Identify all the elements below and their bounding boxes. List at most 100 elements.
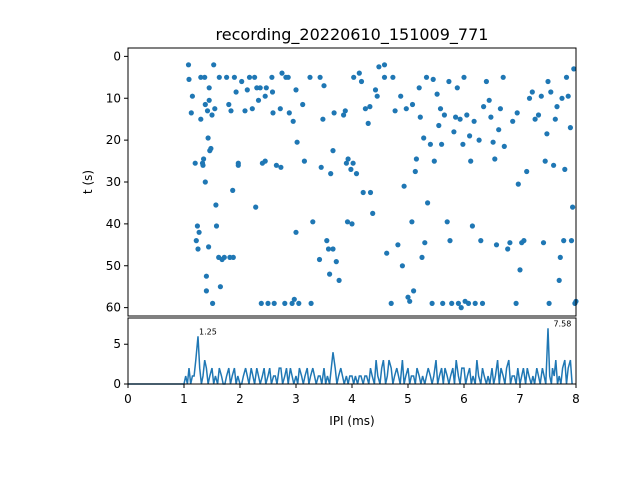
scatter-point — [554, 104, 560, 110]
scatter-point — [419, 254, 425, 260]
scatter-point — [316, 256, 323, 263]
scatter-point — [486, 97, 492, 103]
scatter-point — [529, 89, 535, 95]
scatter-point — [563, 74, 570, 80]
scatter-point — [362, 106, 368, 112]
scatter-point — [331, 110, 337, 116]
y-tick-label: 40 — [106, 217, 121, 231]
scatter-point — [469, 223, 475, 229]
scatter-point — [351, 74, 357, 80]
scatter-point — [348, 166, 354, 172]
scatter-point — [235, 162, 241, 168]
scatter-point — [381, 74, 388, 80]
scatter-point — [439, 141, 445, 147]
scatter-point — [551, 162, 557, 168]
scatter-point — [188, 110, 194, 116]
scatter-point — [401, 183, 407, 189]
x-tick-label: 4 — [348, 392, 356, 406]
scatter-point — [242, 108, 248, 114]
scatter-point — [542, 158, 548, 164]
scatter-point — [436, 122, 442, 129]
scatter-point — [416, 85, 422, 91]
scatter-point — [548, 89, 554, 95]
scatter-point — [483, 78, 489, 85]
scatter-point — [226, 101, 232, 108]
scatter-point — [300, 101, 306, 108]
scatter-point — [524, 168, 530, 175]
scatter-point — [253, 204, 259, 210]
scatter-point — [343, 160, 349, 166]
scatter-point — [546, 300, 552, 306]
scatter-point — [517, 267, 523, 273]
scatter-point — [224, 74, 230, 80]
y-tick-label: 0 — [113, 49, 121, 63]
scatter-point — [465, 300, 472, 306]
scatter-point — [271, 300, 277, 306]
scatter-point — [447, 238, 453, 244]
scatter-point — [570, 204, 576, 210]
scatter-point — [290, 118, 296, 124]
scatter-point — [514, 110, 520, 116]
scatter-point — [270, 110, 276, 116]
scatter-point — [350, 160, 356, 166]
scatter-point — [206, 97, 212, 103]
peak-label: 1.25 — [199, 327, 217, 336]
scatter-point — [252, 74, 258, 80]
scatter-point — [342, 108, 348, 114]
x-tick-label: 6 — [460, 392, 468, 406]
scatter-point — [336, 277, 342, 283]
x-tick-label: 1 — [180, 392, 188, 406]
scatter-point — [206, 85, 212, 91]
scatter-point — [455, 300, 461, 306]
scatter-point — [203, 273, 209, 279]
scatter-point — [353, 171, 360, 177]
scatter-point — [388, 300, 394, 306]
scatter-point — [430, 76, 436, 82]
bottom-axes-frame — [127, 317, 577, 385]
scatter-point — [265, 300, 271, 306]
scatter-point — [208, 145, 214, 152]
x-tick-label: 5 — [404, 392, 412, 406]
scatter-point — [374, 93, 380, 99]
scatter-point — [464, 112, 470, 118]
scatter-point — [206, 244, 212, 250]
scatter-point — [446, 78, 452, 85]
scatter-point — [451, 129, 457, 135]
scatter-point — [559, 95, 565, 101]
scatter-point — [349, 221, 355, 227]
y-tick-label: 30 — [106, 175, 121, 189]
scatter-point — [202, 179, 208, 185]
scatter-point — [409, 219, 415, 225]
scatter-point — [294, 139, 300, 145]
scatter-point — [565, 93, 571, 99]
x-tick-label: 0 — [124, 392, 132, 406]
x-tick-label: 3 — [292, 392, 300, 406]
scatter-point — [341, 112, 347, 118]
scatter-point — [213, 202, 219, 208]
scatter-point — [262, 158, 268, 164]
scatter-point — [384, 250, 390, 256]
scatter-point — [403, 106, 409, 112]
ipi-series-line — [128, 328, 573, 385]
scatter-point — [277, 106, 283, 112]
scatter-point — [239, 78, 245, 85]
scatter-point — [291, 296, 297, 302]
scatter-point — [202, 74, 208, 80]
scatter-point — [571, 66, 577, 72]
scatter-point — [457, 116, 463, 122]
scatter-point — [454, 85, 460, 91]
scatter-point — [356, 70, 362, 76]
scatter-point — [468, 158, 474, 164]
scatter-point — [427, 141, 433, 147]
scatter-point — [195, 246, 201, 252]
scatter-point — [217, 284, 223, 290]
scatter-point — [269, 89, 276, 95]
scatter-point — [535, 112, 542, 118]
scatter-point — [381, 62, 388, 68]
scatter-point — [330, 246, 336, 252]
scatter-point — [324, 238, 330, 244]
scatter-point — [330, 148, 336, 154]
scatter-point — [203, 288, 209, 294]
scatter-point — [307, 74, 313, 80]
scatter-point — [327, 271, 333, 277]
